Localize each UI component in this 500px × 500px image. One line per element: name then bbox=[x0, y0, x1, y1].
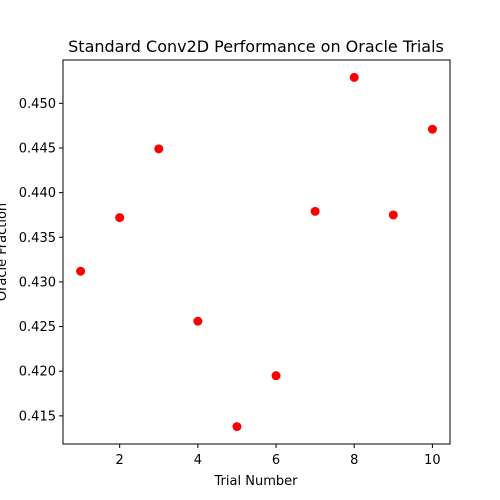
data-point bbox=[388, 210, 398, 220]
x-axis-label: Trial Number bbox=[214, 474, 299, 489]
chart-title: Standard Conv2D Performance on Oracle Tr… bbox=[68, 37, 444, 56]
x-tick-label: 2 bbox=[116, 453, 124, 468]
data-point bbox=[193, 316, 203, 326]
y-tick-label: 0.420 bbox=[19, 365, 56, 380]
x-tick-label: 10 bbox=[424, 453, 441, 468]
x-tick-label: 6 bbox=[272, 453, 280, 468]
y-tick-label: 0.425 bbox=[19, 320, 56, 335]
data-point bbox=[154, 144, 164, 154]
y-tick-label: 0.435 bbox=[19, 231, 56, 246]
data-point bbox=[349, 72, 359, 82]
data-point bbox=[76, 266, 86, 276]
y-tick-label: 0.445 bbox=[19, 141, 56, 156]
y-tick-label: 0.430 bbox=[19, 275, 56, 290]
x-tick-label: 4 bbox=[194, 453, 202, 468]
data-point bbox=[115, 213, 125, 223]
data-points bbox=[76, 72, 437, 432]
data-point bbox=[271, 371, 281, 381]
y-axis-ticks: 0.415 0.420 0.425 0.430 0.435 0.440 0.445 0.450 bbox=[19, 97, 63, 424]
plot-area-frame bbox=[62, 59, 451, 445]
x-tick-label: 8 bbox=[350, 453, 358, 468]
y-tick-label: 0.415 bbox=[19, 409, 56, 424]
x-axis-ticks: 2 4 6 8 10 bbox=[116, 444, 441, 468]
y-tick-label: 0.440 bbox=[19, 186, 56, 201]
data-point bbox=[310, 206, 320, 216]
y-axis-label: Oracle Fraction bbox=[0, 203, 10, 301]
data-point bbox=[232, 422, 242, 432]
data-point bbox=[427, 124, 437, 134]
y-tick-label: 0.450 bbox=[19, 97, 56, 112]
